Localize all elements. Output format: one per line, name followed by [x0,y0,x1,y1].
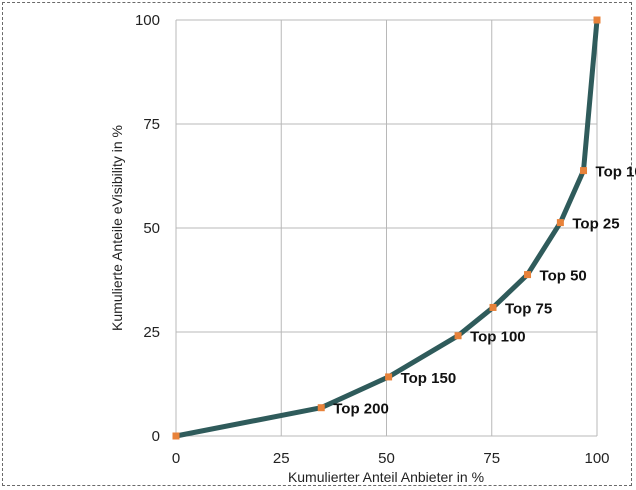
data-marker [172,432,180,440]
data-marker [385,373,393,381]
x-tick-label: 0 [172,450,180,467]
data-label: Top 75 [505,300,552,317]
data-label: Top 200 [333,401,389,418]
x-tick-label: 25 [273,450,290,467]
y-tick-label: 50 [143,220,160,237]
x-tick-label: 100 [584,450,609,467]
data-marker [317,404,325,412]
x-tick-labels: 0 25 50 75 100 [172,450,610,467]
data-markers [172,16,601,440]
y-tick-label: 25 [143,324,160,341]
x-tick-label: 50 [378,450,395,467]
data-marker [593,16,601,24]
data-label: Top 50 [540,268,587,285]
data-label: Top 150 [401,370,457,387]
data-marker [489,303,497,311]
y-tick-labels: 0 25 50 75 100 [135,12,160,445]
y-tick-label: 100 [135,12,160,29]
data-label: Top 10 [596,164,636,181]
data-marker [580,167,588,175]
data-label: Top 100 [470,329,526,346]
y-axis-title: Kumulierte Anteile eVisibility in % [109,125,125,331]
y-tick-label: 75 [143,116,160,133]
data-label: Top 25 [572,216,619,233]
x-axis-title: Kumulierter Anteil Anbieter in % [288,469,484,485]
y-tick-label: 0 [152,428,160,445]
data-marker [524,271,532,279]
data-labels: Top 200 Top 150 Top 100 Top 75 Top 50 Top 25 T… [333,164,636,418]
data-marker [556,219,564,227]
chart-frame [2,2,632,486]
data-marker [454,332,462,340]
x-tick-label: 75 [483,450,500,467]
grid-lines [175,19,598,437]
